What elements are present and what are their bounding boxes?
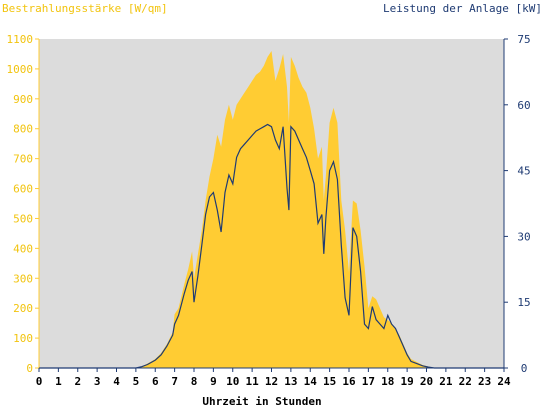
x-tick-label: 22 [459, 375, 472, 388]
x-tick-label: 5 [133, 375, 140, 388]
left-tick-label: 100 [13, 332, 33, 345]
right-tick-label: 0 [521, 362, 528, 375]
x-tick-label: 2 [74, 375, 81, 388]
left-tick-label: 0 [26, 362, 33, 375]
x-tick-label: 8 [191, 375, 198, 388]
left-tick-label: 600 [13, 183, 33, 196]
left-axis-title: Bestrahlungsstärke [W/qm] [2, 2, 168, 15]
x-axis-title: Uhrzeit in Stunden [202, 395, 321, 408]
right-y-tick-labels: 0 15 30 45 60 75 [517, 33, 530, 375]
left-tick-label: 300 [13, 272, 33, 285]
left-tick-label: 800 [13, 123, 33, 136]
right-tick-label: 60 [517, 99, 530, 112]
x-tick-label: 12 [265, 375, 278, 388]
x-tick-label: 6 [152, 375, 159, 388]
left-tick-label: 500 [13, 212, 33, 225]
left-tick-label: 700 [13, 153, 33, 166]
irradiance-series [39, 51, 504, 368]
x-tick-label: 4 [113, 375, 120, 388]
left-tick-label: 1000 [7, 63, 34, 76]
x-tick-label: 16 [342, 375, 356, 388]
right-axis-title: Leistung der Anlage [kW] [383, 2, 542, 15]
x-tick-label: 0 [36, 375, 43, 388]
right-tick-label: 15 [517, 296, 530, 309]
x-tick-label: 1 [55, 375, 62, 388]
x-tick-label: 13 [284, 375, 297, 388]
power-line [39, 123, 504, 369]
x-tick-label: 10 [226, 375, 239, 388]
left-tick-label: 900 [13, 93, 33, 106]
x-tick-label: 23 [478, 375, 491, 388]
x-tick-label: 21 [439, 375, 453, 388]
power-series [39, 123, 504, 369]
left-tick-label: 200 [13, 302, 33, 315]
right-tick-label: 75 [517, 33, 530, 46]
x-tick-label: 20 [420, 375, 433, 388]
x-tick-label: 17 [362, 375, 375, 388]
right-tick-label: 30 [517, 230, 530, 243]
x-tick-label: 9 [210, 375, 217, 388]
x-tick-label: 7 [171, 375, 178, 388]
x-tick-label: 24 [497, 375, 511, 388]
x-tick-label: 15 [323, 375, 336, 388]
x-tick-label: 11 [246, 375, 260, 388]
axes [35, 38, 508, 372]
x-tick-label: 3 [94, 375, 101, 388]
x-tick-label: 18 [381, 375, 394, 388]
left-tick-label: 1100 [7, 33, 34, 46]
x-tick-label: 19 [401, 375, 414, 388]
left-y-tick-labels: 0 100 200 300 400 500 600 700 800 900 1000 1100 [7, 33, 34, 375]
x-tick-label: 14 [304, 375, 318, 388]
left-tick-label: 400 [13, 242, 33, 255]
irradiance-area [39, 51, 504, 368]
x-tick-labels: 0 1 2 3 4 5 6 7 8 9 10 11 12 13 14 15 16 17 18 19 20 21 22 23 24 [36, 375, 511, 388]
right-tick-label: 45 [517, 165, 530, 178]
